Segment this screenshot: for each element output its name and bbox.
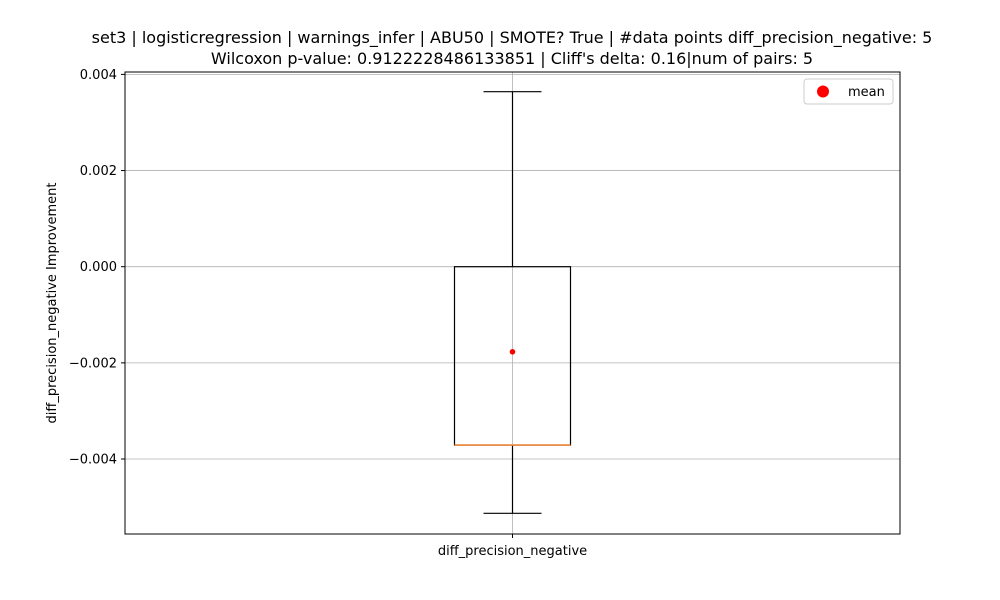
box-plot — [453, 91, 572, 514]
mean-point — [509, 348, 516, 355]
legend: mean — [803, 78, 894, 105]
chart-title-line-1: set3 | logisticregression | warnings_inf… — [92, 28, 933, 48]
legend-marker-mean — [817, 85, 829, 98]
chart-title-line-2: Wilcoxon p-value: 0.9122228486133851 | C… — [211, 49, 813, 68]
y-axis-label: diff_precision_negative Improvement — [45, 183, 60, 424]
legend-label-mean: mean — [848, 85, 885, 100]
y-tick-label-4: 0.004 — [80, 68, 117, 83]
x-tick-label-0: diff_precision_negative — [438, 544, 587, 559]
y-tick-label-3: 0.002 — [80, 164, 117, 179]
axes: −0.004 −0.002 0.000 0.002 0.004 diff_precisio… — [69, 68, 901, 559]
y-tick-label-0: −0.004 — [69, 453, 117, 468]
legend-box — [803, 78, 894, 105]
y-tick-label-2: 0.000 — [80, 260, 117, 275]
y-tick-label-1: −0.002 — [69, 356, 117, 371]
